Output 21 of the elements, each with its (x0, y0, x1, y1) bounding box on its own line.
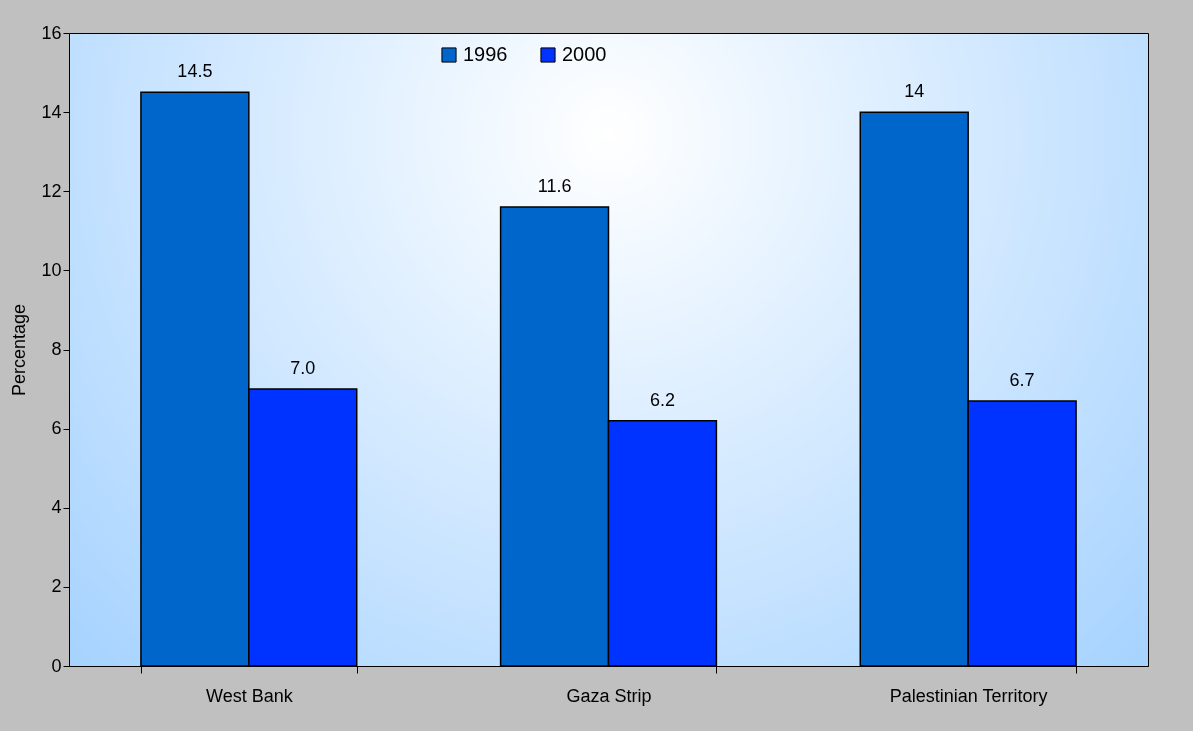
data-label: 14 (904, 81, 925, 102)
y-tick-label: 2 (51, 576, 62, 597)
y-axis-title: Percentage (9, 303, 30, 397)
data-label: 6.7 (1009, 369, 1035, 390)
y-tick-label: 0 (51, 655, 62, 676)
x-tick-label: Gaza Strip (566, 685, 652, 706)
data-label: 7.0 (290, 358, 316, 379)
data-label: 11.6 (537, 176, 572, 197)
legend-label: 1996 (463, 43, 508, 65)
y-tick-label: 16 (41, 22, 62, 43)
y-tick-label: 4 (51, 497, 62, 518)
y-tick-label: 14 (41, 101, 62, 122)
x-tick-label: West Bank (205, 685, 294, 706)
x-tick-label: Palestinian Territory (889, 685, 1048, 706)
legend-label: 2000 (562, 43, 607, 65)
y-tick-label: 8 (51, 339, 62, 359)
y-tick-label: 10 (41, 259, 62, 280)
y-tick-label: 6 (51, 418, 62, 439)
data-label: 14.5 (177, 61, 213, 82)
y-tick-label: 12 (41, 180, 62, 201)
data-label: 6.2 (649, 389, 675, 410)
